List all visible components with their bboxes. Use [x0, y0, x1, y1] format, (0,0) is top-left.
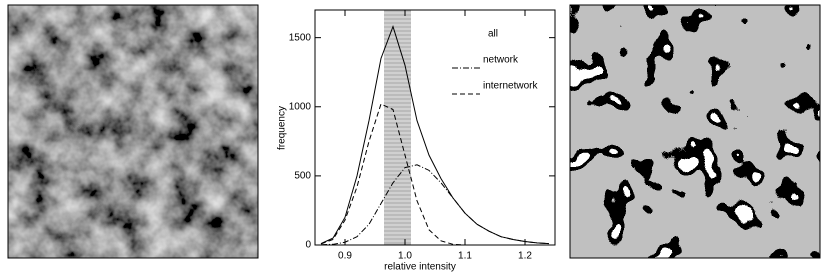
plot-frame [314, 9, 556, 246]
series-line [320, 164, 550, 246]
legend-label: all [488, 29, 498, 40]
y-tick-label: 1500 [289, 32, 312, 43]
intensity-image [8, 5, 258, 258]
y-tick-label: 0 [305, 240, 311, 251]
series-line [320, 103, 549, 246]
y-tick-label: 500 [294, 171, 311, 182]
y-axis-label: frequency [277, 106, 288, 150]
x-axis-label: relative intensity [384, 262, 456, 273]
x-tick-label: 1.2 [518, 251, 532, 262]
x-tick-label: 0.9 [338, 251, 352, 262]
x-tick-label: 1.1 [458, 251, 472, 262]
legend-label: network [483, 55, 519, 66]
legend-label: internetwork [483, 81, 538, 92]
image-frame [569, 4, 821, 259]
image-frame [7, 4, 259, 259]
network-mask-image [570, 5, 820, 258]
x-tick-label: 1.0 [398, 251, 412, 262]
y-tick-label: 1000 [289, 101, 312, 112]
